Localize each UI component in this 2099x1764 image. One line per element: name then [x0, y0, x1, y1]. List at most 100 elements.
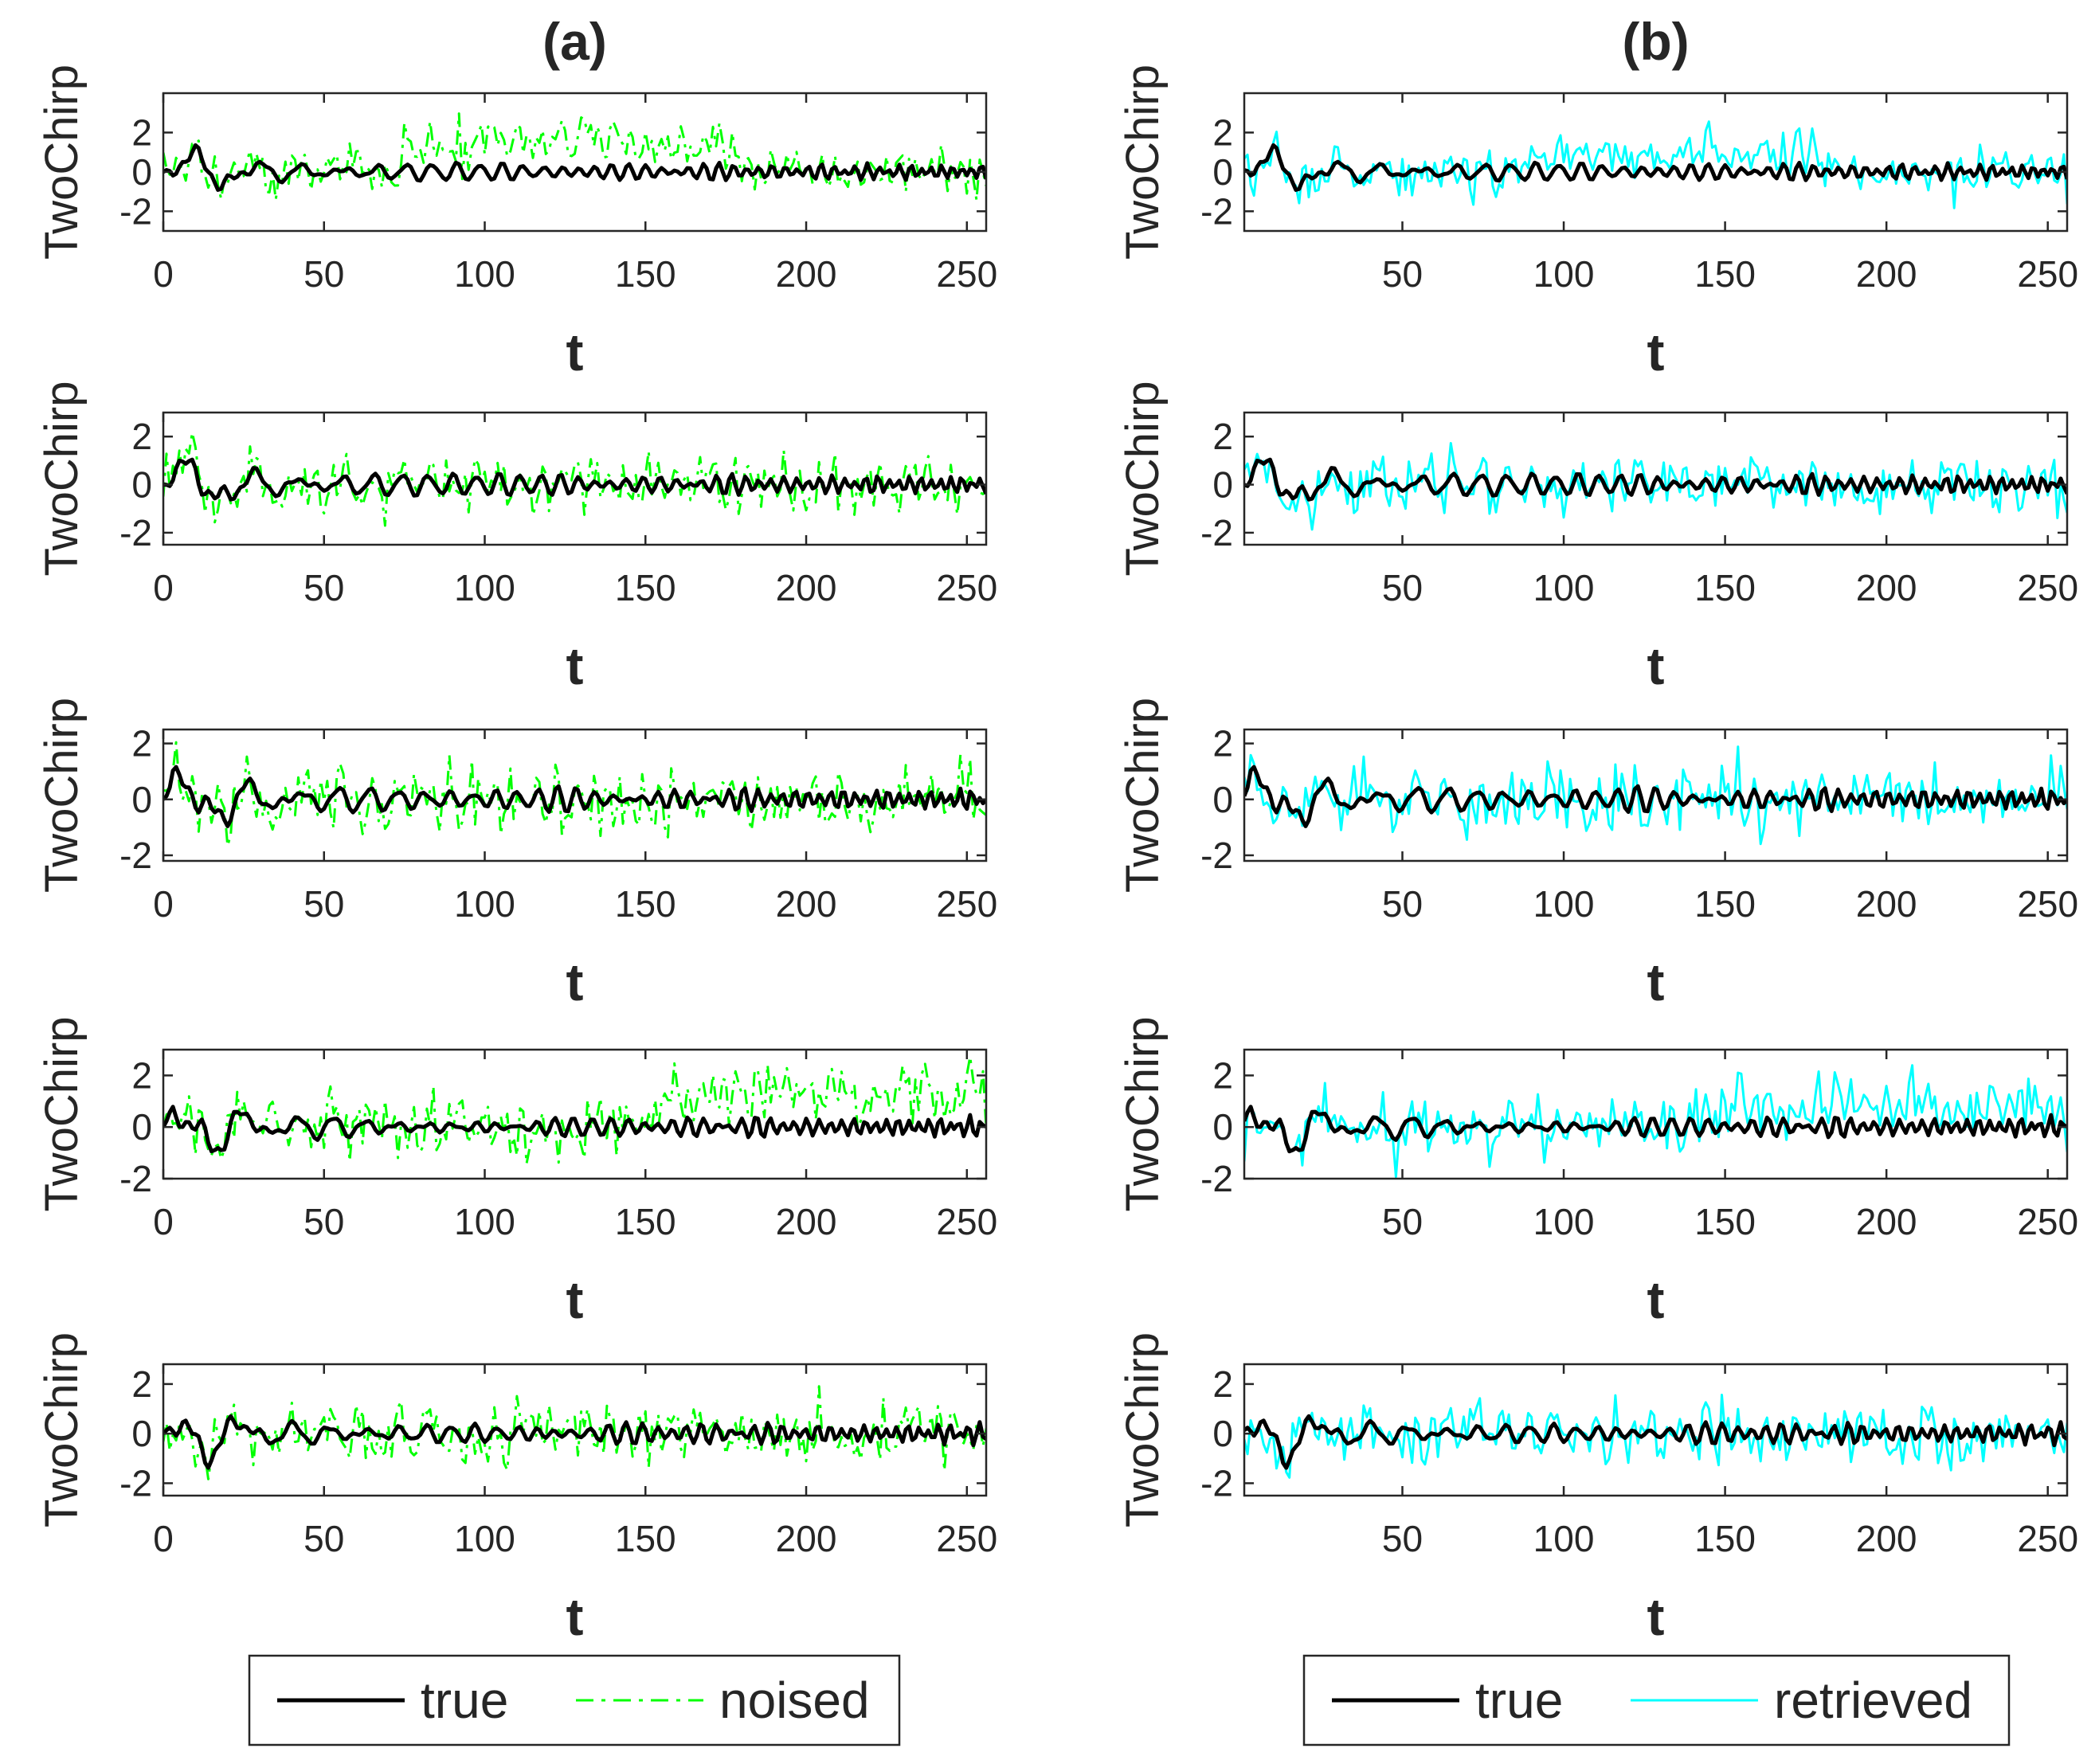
true-series-line [163, 765, 986, 828]
y-tick-label: -2 [1200, 512, 1233, 553]
y-tick-label: 2 [131, 111, 152, 153]
y-axis-label: TwoChirp [36, 65, 88, 260]
y-axis-label: TwoChirp [1117, 1332, 1169, 1527]
x-tick-label: 100 [1533, 1201, 1595, 1242]
x-tick-label: 150 [1694, 567, 1756, 608]
x-tick-label: 100 [1533, 1518, 1595, 1559]
axes-box [1243, 1048, 2069, 1180]
x-tick-label: 150 [615, 567, 676, 608]
y-tick-label: -2 [119, 1462, 152, 1504]
x-tick-label: 150 [1694, 883, 1756, 925]
y-axis-label: TwoChirp [36, 1332, 88, 1527]
true-series-line [1244, 143, 2067, 192]
x-axis-label: t [1647, 323, 1665, 381]
y-tick-label: 2 [131, 416, 152, 457]
x-tick-label: 50 [303, 1201, 344, 1242]
x-tick-label: 150 [615, 883, 676, 925]
x-tick-label: 200 [776, 253, 837, 295]
x-tick-label: 200 [776, 567, 837, 608]
y-tick-label: 0 [1212, 779, 1233, 820]
panel-title: (a) [542, 12, 607, 71]
x-tick-label: 250 [2017, 253, 2078, 295]
axes-box [1243, 1363, 2069, 1497]
true-series-line [1244, 765, 2067, 828]
x-tick-label: 100 [1533, 883, 1595, 925]
x-tick-label: 0 [153, 253, 174, 295]
retrieved-series-line [1244, 1064, 2067, 1179]
x-axis-label: t [566, 1587, 584, 1646]
x-tick-label: 200 [1856, 1201, 1917, 1242]
noised-series-line [163, 1385, 986, 1480]
x-tick-label: 150 [1694, 253, 1756, 295]
y-axis-label: TwoChirp [1117, 1017, 1169, 1212]
true-series-line [1244, 1414, 2067, 1470]
y-tick-label: 2 [131, 723, 152, 765]
axes-box [1243, 411, 2069, 546]
y-tick-label: 0 [131, 779, 152, 820]
y-axis-label: TwoChirp [36, 698, 88, 893]
y-tick-label: -2 [1200, 1462, 1233, 1504]
legend: true noised [248, 1654, 901, 1746]
noised-series-line [163, 431, 986, 527]
x-axis-label: t [566, 952, 584, 1011]
x-tick-label: 200 [776, 1201, 837, 1242]
legend-label-retrieved: retrieved [1774, 1672, 1972, 1729]
y-tick-label: -2 [119, 835, 152, 876]
axes-box [162, 411, 988, 546]
x-tick-label: 100 [454, 1201, 515, 1242]
true-series-line [163, 1105, 986, 1154]
y-tick-label: 0 [1212, 151, 1233, 193]
x-tick-label: 200 [1856, 883, 1917, 925]
y-tick-label: 2 [131, 1363, 152, 1405]
x-tick-label: 250 [936, 567, 997, 608]
retrieved-series-line [1244, 120, 2067, 209]
x-tick-label: 100 [1533, 567, 1595, 608]
x-tick-label: 250 [2017, 567, 2078, 608]
y-tick-label: 0 [131, 151, 152, 193]
y-tick-label: 2 [1212, 1054, 1233, 1096]
y-tick-label: -2 [1200, 1158, 1233, 1199]
y-tick-label: 0 [1212, 1106, 1233, 1148]
x-tick-label: 100 [454, 253, 515, 295]
y-tick-label: 2 [1212, 416, 1233, 457]
x-tick-label: 150 [615, 253, 676, 295]
x-tick-label: 0 [153, 883, 174, 925]
axes-box [1243, 92, 2069, 233]
axes-box [162, 1363, 988, 1497]
legend-label-true: true [1475, 1672, 1563, 1729]
axes-box [162, 92, 988, 233]
x-tick-label: 50 [303, 253, 344, 295]
true-series-line [1244, 1105, 2067, 1154]
noised-series-line [163, 1055, 986, 1165]
x-tick-label: 200 [1856, 567, 1917, 608]
x-tick-label: 100 [1533, 253, 1595, 295]
x-tick-label: 150 [1694, 1201, 1756, 1242]
x-tick-label: 50 [303, 1518, 344, 1559]
legend: true retrieved [1302, 1654, 2011, 1746]
x-tick-label: 0 [153, 1201, 174, 1242]
y-axis-label: TwoChirp [1117, 65, 1169, 260]
x-tick-label: 50 [303, 883, 344, 925]
true-series-line [163, 457, 986, 502]
x-tick-label: 200 [776, 883, 837, 925]
true-series-line [163, 143, 986, 192]
y-axis-label: TwoChirp [36, 381, 88, 577]
y-tick-label: 2 [1212, 111, 1233, 153]
panel-title: (b) [1622, 12, 1689, 71]
x-tick-label: 250 [2017, 1201, 2078, 1242]
x-axis-label: t [1647, 1270, 1665, 1329]
x-tick-label: 250 [936, 883, 997, 925]
x-tick-label: 250 [936, 253, 997, 295]
y-tick-label: -2 [119, 512, 152, 553]
x-axis-label: t [566, 636, 584, 695]
x-tick-label: 50 [1382, 567, 1423, 608]
